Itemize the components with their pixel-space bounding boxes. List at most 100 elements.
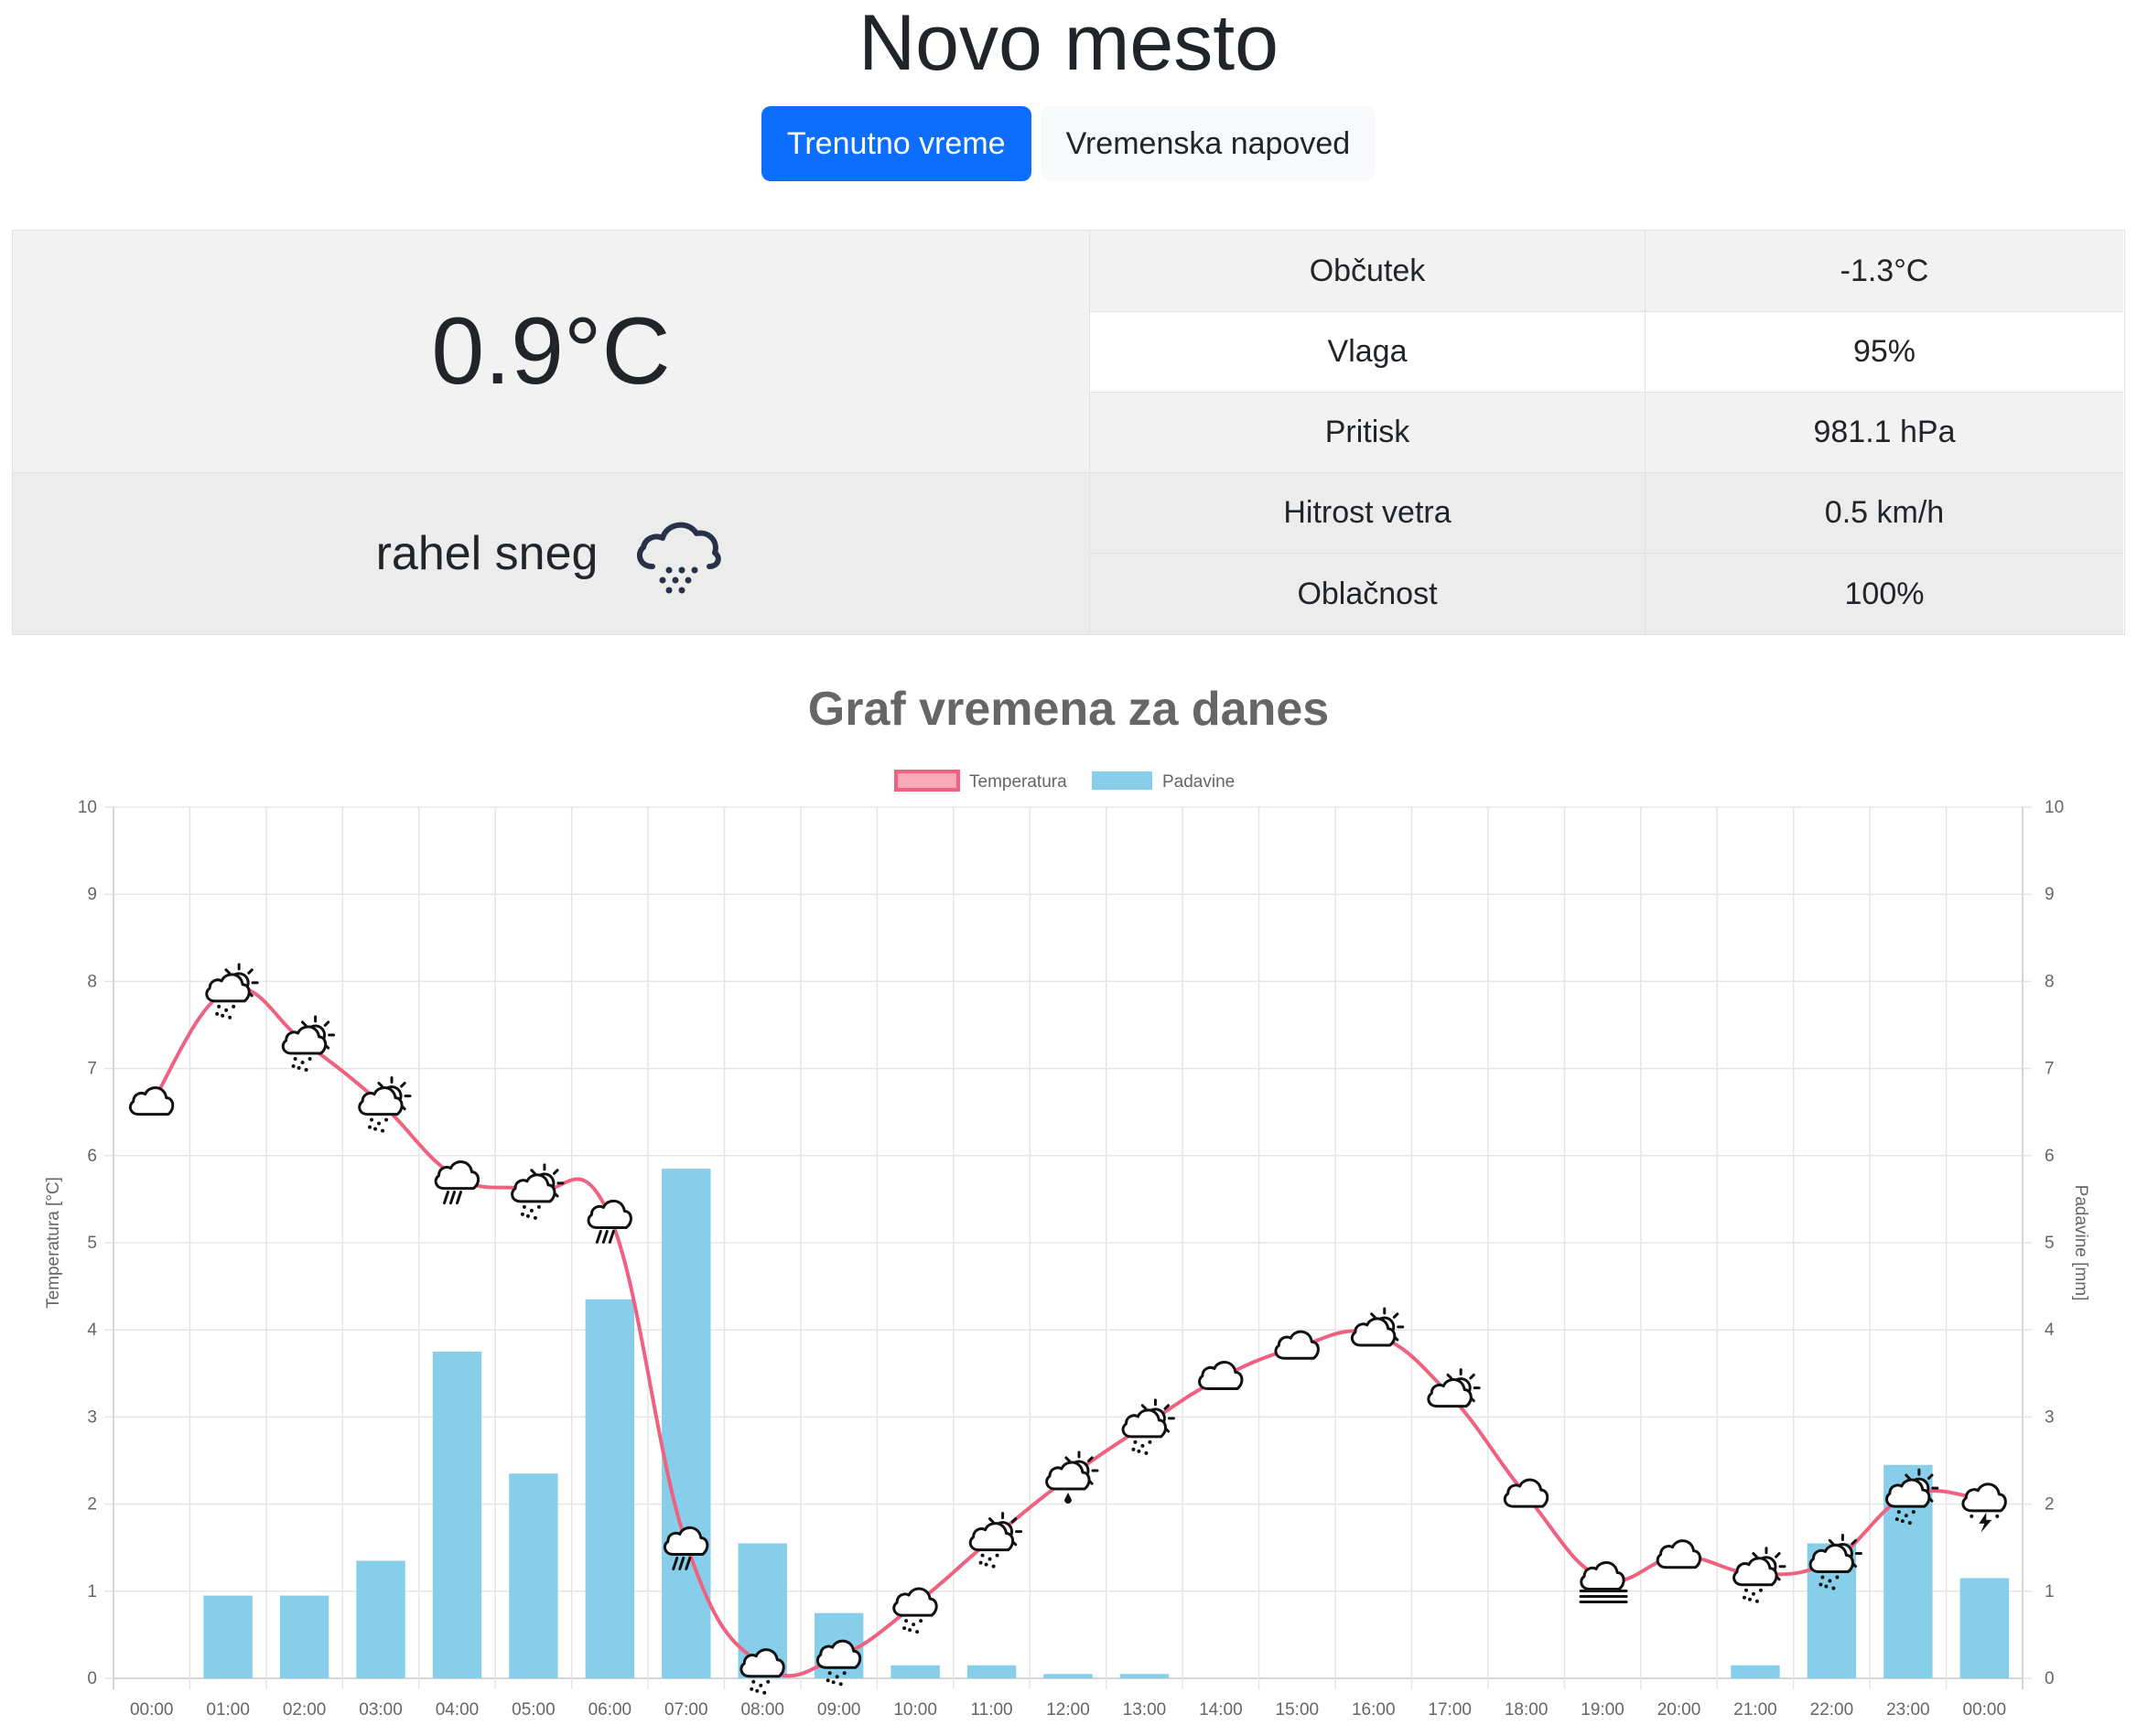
partly-cloudy-icon bbox=[128, 1086, 175, 1116]
snow-dot bbox=[1743, 1588, 1748, 1592]
snow-dot bbox=[1758, 1588, 1763, 1592]
snow-dot bbox=[762, 1690, 767, 1695]
cloud-shape bbox=[1274, 1330, 1320, 1360]
row-label-pressure: Pritisk bbox=[1089, 392, 1645, 472]
snow-dot bbox=[991, 1564, 996, 1569]
partly-sunny-snow-icon bbox=[358, 1076, 412, 1133]
y-right-tick-label: 8 bbox=[2045, 972, 2055, 991]
snow-dot bbox=[755, 1688, 760, 1693]
sun-ray bbox=[1446, 1373, 1453, 1380]
cloud-shape bbox=[892, 1587, 938, 1617]
view-tabs: Trenutno vreme Vremenska napoved bbox=[0, 106, 2137, 181]
tab-forecast[interactable]: Vremenska napoved bbox=[1040, 106, 1376, 181]
snow-dot bbox=[1140, 1443, 1145, 1448]
snow-dot bbox=[533, 1215, 537, 1220]
cloud-shape bbox=[663, 1526, 709, 1556]
snow-icon bbox=[892, 1587, 938, 1634]
partly-cloudy-icon bbox=[1274, 1330, 1320, 1360]
x-tick-label: 01:00 bbox=[206, 1700, 250, 1720]
chart-title: Graf vremena za danes bbox=[807, 683, 1330, 736]
snow-dot bbox=[1131, 1447, 1136, 1451]
snow-dot bbox=[384, 1117, 389, 1122]
snow-dot bbox=[377, 1121, 382, 1126]
rain-icon bbox=[663, 1526, 709, 1570]
sun-ray bbox=[1905, 1473, 1911, 1480]
partly-cloudy-icon bbox=[1656, 1539, 1702, 1569]
current-temperature: 0.9°C bbox=[13, 231, 1089, 472]
cloud-shape bbox=[1884, 1478, 1931, 1508]
x-tick-label: 04:00 bbox=[436, 1700, 480, 1720]
current-weather-table: 0.9°C rahel sneg Občutek -1.3°C Vlaga 95… bbox=[12, 230, 2125, 635]
x-tick-label: 03:00 bbox=[359, 1700, 403, 1720]
snow-dot bbox=[1137, 1449, 1141, 1453]
row-label-humidity: Vlaga bbox=[1089, 311, 1645, 392]
x-tick-label: 10:00 bbox=[893, 1700, 937, 1720]
snow-dot bbox=[1896, 1510, 1901, 1515]
chart-legend: Temperatura Padavine bbox=[894, 770, 1235, 792]
snow-dot bbox=[304, 1068, 308, 1073]
snow-dot bbox=[1148, 1439, 1152, 1444]
row-value-wind-speed: 0.5 km/h bbox=[1645, 472, 2123, 553]
fog-icon bbox=[1579, 1561, 1628, 1604]
rain-drop bbox=[595, 1229, 602, 1244]
cloud-shape bbox=[1427, 1378, 1473, 1408]
snow-dot bbox=[1754, 1599, 1759, 1603]
storm-dot bbox=[1995, 1514, 2000, 1518]
cloud-shape bbox=[1961, 1483, 2007, 1513]
precipitation-bar bbox=[1731, 1665, 1780, 1678]
rain-drop bbox=[685, 1556, 692, 1570]
snow-dot bbox=[368, 1125, 372, 1129]
rain-drop bbox=[672, 1556, 679, 1570]
thunderstorm-icon bbox=[1961, 1483, 2007, 1533]
y-right-tick-label: 0 bbox=[2045, 1669, 2055, 1688]
snow-dot bbox=[536, 1204, 541, 1209]
snow-dot bbox=[1831, 1586, 1836, 1590]
snow-dot bbox=[1751, 1591, 1755, 1596]
rain-drop bbox=[601, 1229, 609, 1244]
sun-ray bbox=[1010, 1517, 1018, 1524]
y-left-tick-label: 9 bbox=[87, 885, 97, 904]
partly-sunny-snow-icon bbox=[1121, 1398, 1175, 1455]
row-label-wind-speed: Hitrost vetra bbox=[1089, 472, 1645, 553]
snow-dot bbox=[827, 1671, 832, 1676]
partly-sunny-icon bbox=[1427, 1368, 1481, 1408]
snow-dot bbox=[826, 1678, 830, 1683]
cloud-shape bbox=[1503, 1478, 1549, 1508]
cloud-shape bbox=[205, 973, 251, 1003]
precipitation-bar bbox=[1959, 1578, 2009, 1678]
snow-dot bbox=[1828, 1579, 1832, 1583]
sun-ray bbox=[553, 1169, 559, 1175]
y-left-axis-title: Temperatura [°C] bbox=[44, 1177, 63, 1309]
cloud-shape bbox=[281, 1025, 328, 1055]
condition-text: rahel sneg bbox=[375, 527, 599, 580]
cloud-shape bbox=[1580, 1561, 1625, 1591]
x-tick-label: 05:00 bbox=[512, 1700, 556, 1720]
y-right-tick-label: 3 bbox=[2045, 1407, 2055, 1427]
tab-current-weather[interactable]: Trenutno vreme bbox=[761, 106, 1031, 181]
sun-ray bbox=[1828, 1538, 1835, 1546]
cloud-shape bbox=[1045, 1461, 1091, 1491]
y-left-tick-label: 6 bbox=[87, 1147, 97, 1166]
chart-grid bbox=[104, 806, 2032, 1689]
partly-sunny-snow-icon bbox=[1884, 1468, 1939, 1526]
snow-dot bbox=[221, 1013, 225, 1018]
x-tick-label: 20:00 bbox=[1657, 1700, 1701, 1720]
cloud-shape bbox=[1350, 1317, 1397, 1347]
snow-dot bbox=[1900, 1519, 1905, 1524]
snow-dot bbox=[759, 1683, 763, 1687]
x-tick-label: 12:00 bbox=[1046, 1700, 1090, 1720]
snow-dot bbox=[1907, 1521, 1912, 1526]
snow-dot bbox=[908, 1628, 912, 1633]
sun-ray bbox=[1851, 1538, 1858, 1546]
sun-ray bbox=[377, 1082, 383, 1088]
y-right-axis-title: Padavine [mm] bbox=[2071, 1185, 2090, 1301]
precipitation-bar bbox=[662, 1169, 711, 1678]
y-right-tick-label: 5 bbox=[2045, 1234, 2055, 1253]
snow-dot bbox=[751, 1679, 756, 1684]
snow-dot bbox=[1894, 1517, 1899, 1522]
snow-dot bbox=[831, 1680, 836, 1685]
x-tick-label: 14:00 bbox=[1199, 1700, 1243, 1720]
snow-dot bbox=[995, 1553, 999, 1558]
precipitation-bar bbox=[585, 1299, 635, 1678]
x-tick-label: 09:00 bbox=[817, 1700, 861, 1720]
